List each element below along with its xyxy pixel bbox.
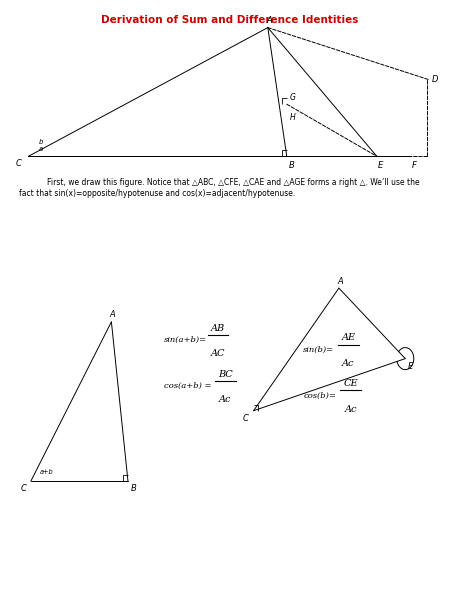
Text: AE: AE: [341, 333, 356, 342]
Text: A: A: [266, 16, 272, 25]
Text: a: a: [39, 146, 43, 152]
Text: BC: BC: [218, 370, 233, 379]
Text: Ac: Ac: [219, 395, 231, 405]
Text: Ac: Ac: [342, 359, 355, 368]
Text: E: E: [378, 161, 383, 170]
Text: D: D: [431, 75, 438, 83]
Text: a+b: a+b: [39, 469, 53, 475]
Text: cos(b)=: cos(b)=: [303, 391, 336, 400]
Text: C: C: [20, 484, 26, 493]
Text: C: C: [243, 414, 249, 423]
Text: cos(a+b) =: cos(a+b) =: [164, 382, 211, 390]
Text: F: F: [411, 161, 416, 170]
Text: A: A: [110, 310, 116, 319]
Text: E: E: [408, 362, 413, 371]
Text: AB: AB: [211, 324, 225, 333]
Text: C: C: [16, 159, 21, 169]
Text: AC: AC: [211, 349, 225, 359]
Text: A: A: [337, 276, 343, 286]
Text: sin(a+b)=: sin(a+b)=: [164, 336, 207, 345]
Text: B: B: [289, 161, 295, 170]
Text: b: b: [39, 139, 43, 145]
Text: Ac: Ac: [345, 405, 357, 414]
Text: Derivation of Sum and Difference Identities: Derivation of Sum and Difference Identit…: [101, 15, 358, 25]
Text: H: H: [290, 113, 295, 121]
Text: B: B: [130, 484, 136, 493]
Text: First, we draw this figure. Notice that △ABC, △CFE, △CAE and △AGE forms a right : First, we draw this figure. Notice that …: [47, 178, 420, 187]
Text: CE: CE: [344, 379, 358, 388]
Text: G: G: [290, 93, 295, 102]
Text: fact that sin(x)=opposite/hypotenuse and cos(x)=adjacent/hypotenuse.: fact that sin(x)=opposite/hypotenuse and…: [19, 189, 295, 198]
Text: sin(b)=: sin(b)=: [303, 345, 335, 354]
